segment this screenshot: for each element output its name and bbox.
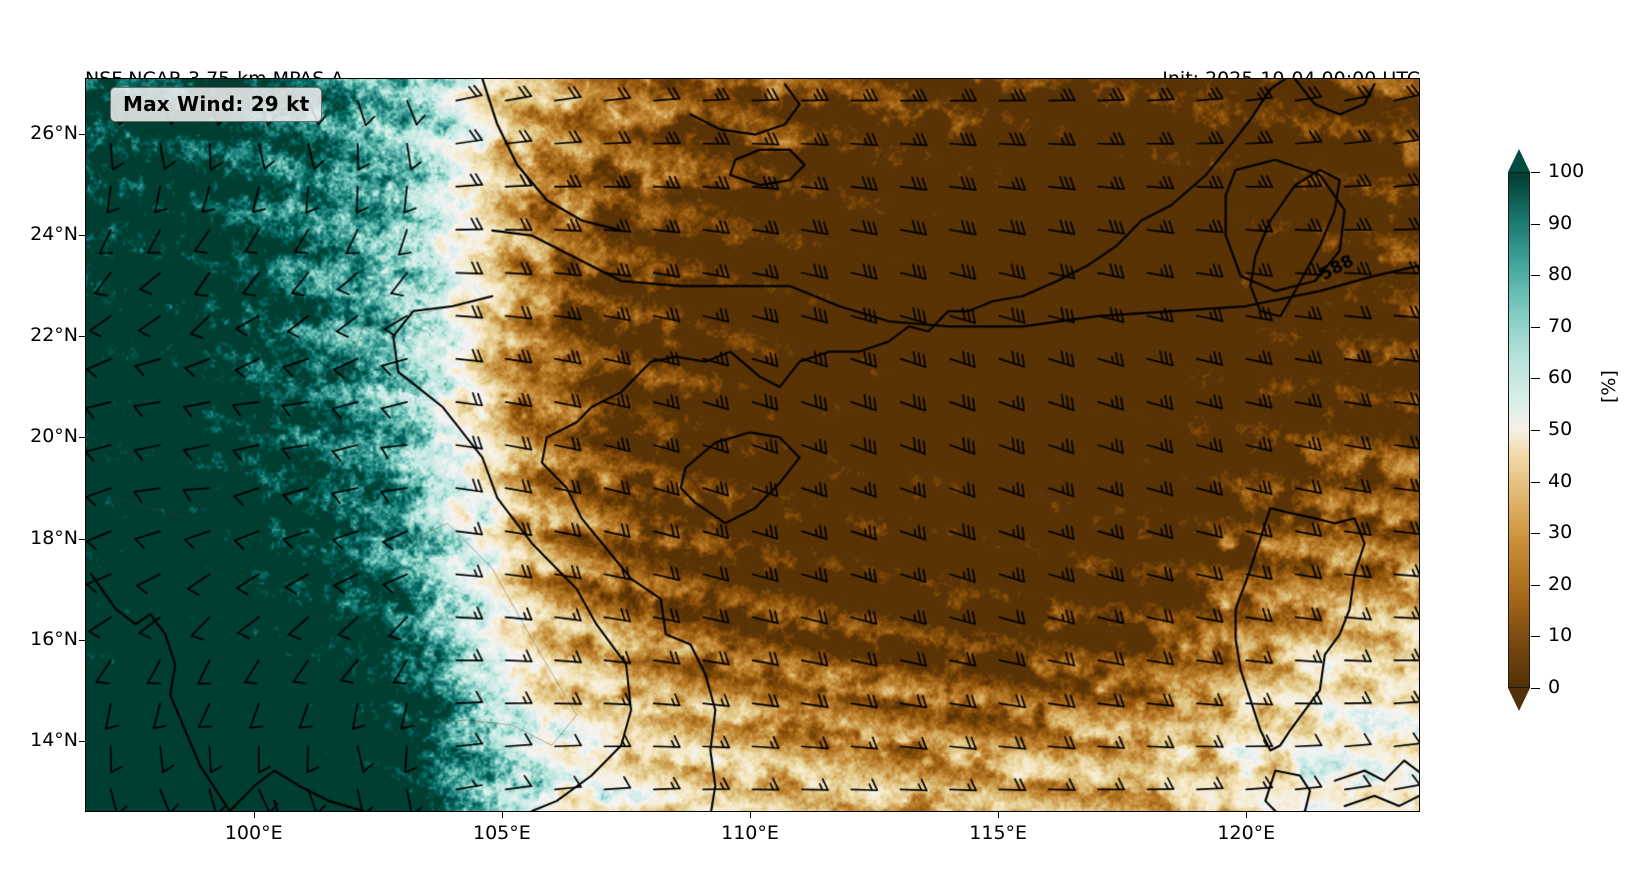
colorbar-tick-label: 60 [1548,366,1573,389]
x-axis-tick-label: 110°E [721,822,779,844]
colorbar-tick-label: 40 [1548,469,1573,492]
colorbar-tick [1531,378,1540,380]
y-axis-tick [79,133,85,135]
colorbar-tick-label: 20 [1548,572,1573,595]
map-plot-area: Max Wind: 29 kt [85,78,1420,812]
colorbar-tick-label: 100 [1548,160,1585,182]
x-axis-tick-label: 115°E [969,822,1028,844]
x-axis-tick-label: 105°E [472,822,531,844]
relative-humidity-map [86,79,1419,811]
y-axis-tick [79,437,85,439]
colorbar-tick [1531,636,1540,638]
y-axis-tick-label: 16°N [30,627,78,650]
max-wind-annotation: Max Wind: 29 kt [110,87,323,122]
x-axis-tick-label: 120°E [1217,822,1276,844]
x-axis-tick [998,812,1000,818]
y-axis-tick-label: 22°N [30,324,78,347]
colorbar-tick-label: 50 [1548,418,1573,440]
x-axis-tick [253,812,255,818]
colorbar-tick [1531,275,1540,277]
colorbar-tick [1531,688,1540,689]
colorbar-tick [1531,223,1540,225]
colorbar-over-arrow [1508,149,1530,172]
colorbar [1508,149,1530,711]
colorbar-tick-label: 90 [1548,211,1573,234]
colorbar-tick-label: 70 [1548,314,1573,337]
y-axis-tick [79,538,85,540]
y-axis-tick-label: 24°N [30,222,78,245]
y-axis-tick-label: 20°N [30,425,78,448]
x-axis-tick [501,812,503,818]
colorbar-tick [1531,533,1540,535]
y-axis-tick-label: 26°N [30,121,78,144]
y-axis-tick [79,741,85,743]
colorbar-tick [1531,430,1540,431]
colorbar-tick [1531,481,1540,483]
colorbar-tick [1531,584,1540,586]
colorbar-tick-label: 0 [1548,676,1561,698]
x-axis-tick [1246,812,1248,818]
y-axis-tick [79,234,85,236]
y-axis-tick [79,639,85,641]
colorbar-under-arrow [1508,688,1530,711]
y-axis-tick-label: 14°N [30,729,78,752]
colorbar-gradient [1508,172,1530,688]
y-axis-tick-label: 18°N [30,526,78,549]
colorbar-tick-label: 80 [1548,263,1573,286]
colorbar-unit-label: [%] [1598,370,1620,403]
colorbar-tick [1531,172,1540,173]
colorbar-tick-label: 30 [1548,521,1573,544]
x-axis-tick-label: 100°E [224,822,283,844]
x-axis-tick [750,812,752,818]
y-axis-tick [79,336,85,338]
colorbar-tick [1531,326,1540,328]
colorbar-tick-label: 10 [1548,624,1573,647]
